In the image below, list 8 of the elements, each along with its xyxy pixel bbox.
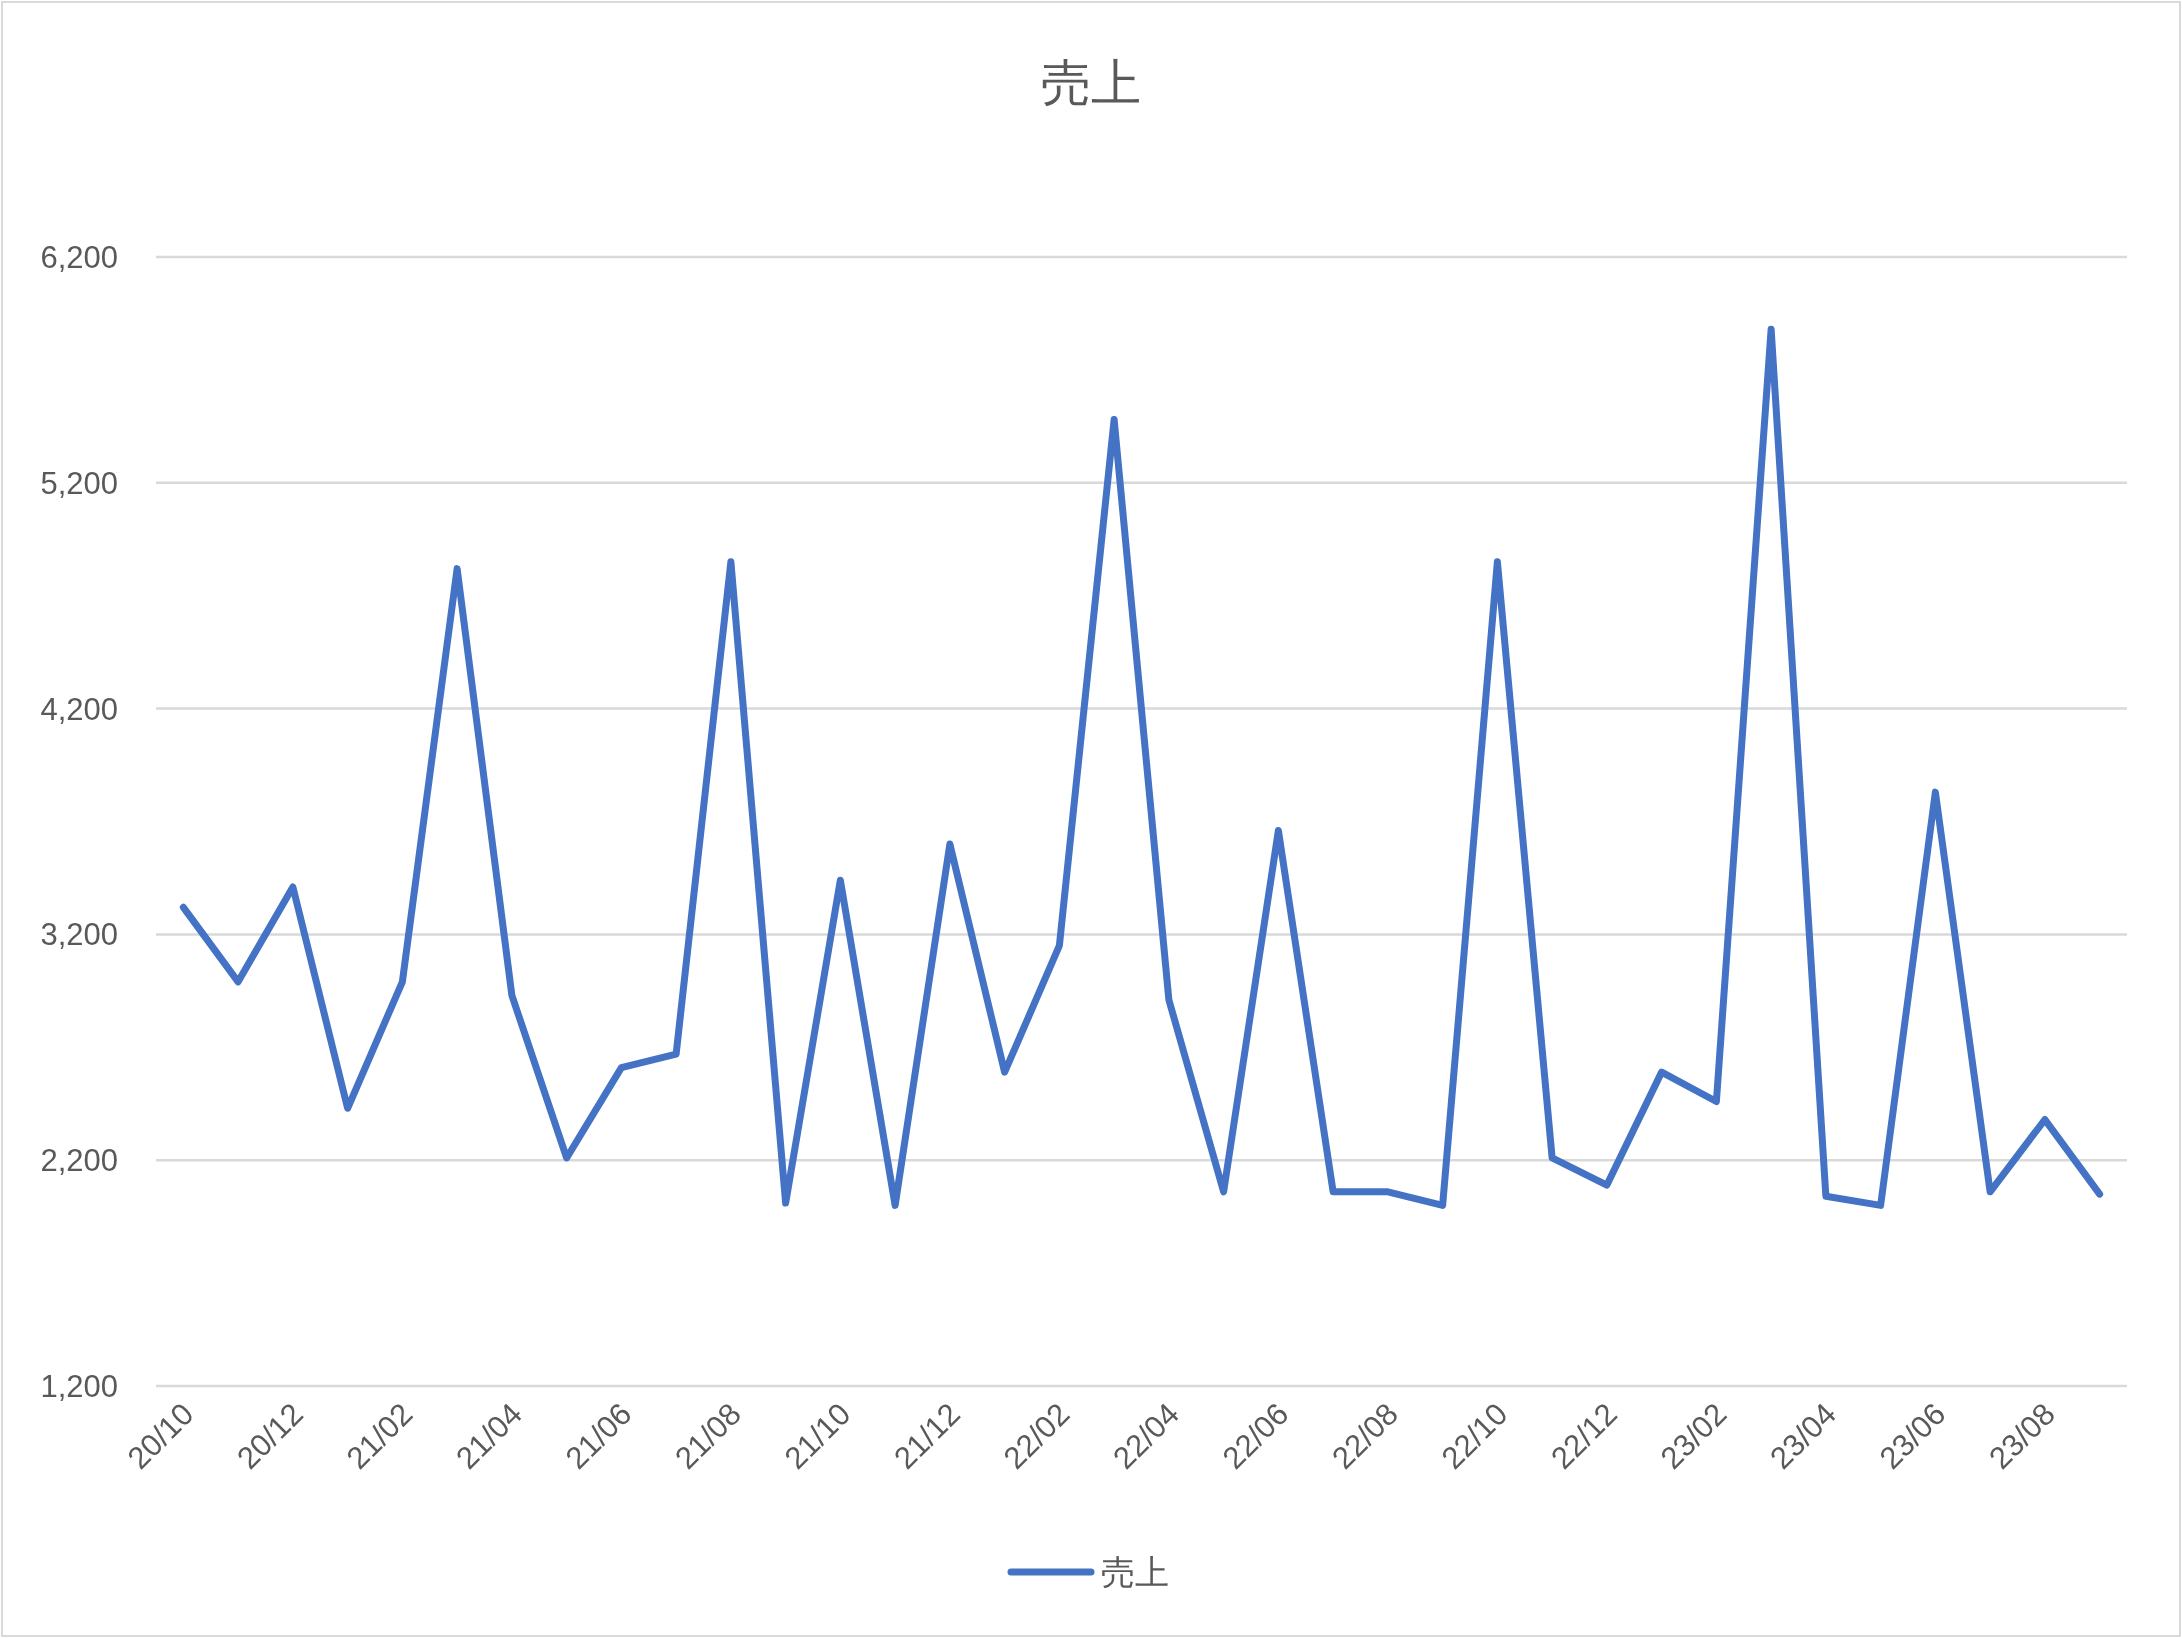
chart-title: 売上 (1041, 55, 1141, 111)
y-tick-label: 4,200 (40, 691, 118, 727)
y-tick-label: 2,200 (40, 1143, 118, 1179)
y-tick-label: 1,200 (40, 1369, 118, 1404)
y-tick-label: 5,200 (40, 465, 118, 501)
legend-label: 売上 (1101, 1553, 1169, 1591)
y-tick-label: 3,200 (40, 917, 118, 953)
y-tick-label: 6,200 (40, 240, 118, 275)
